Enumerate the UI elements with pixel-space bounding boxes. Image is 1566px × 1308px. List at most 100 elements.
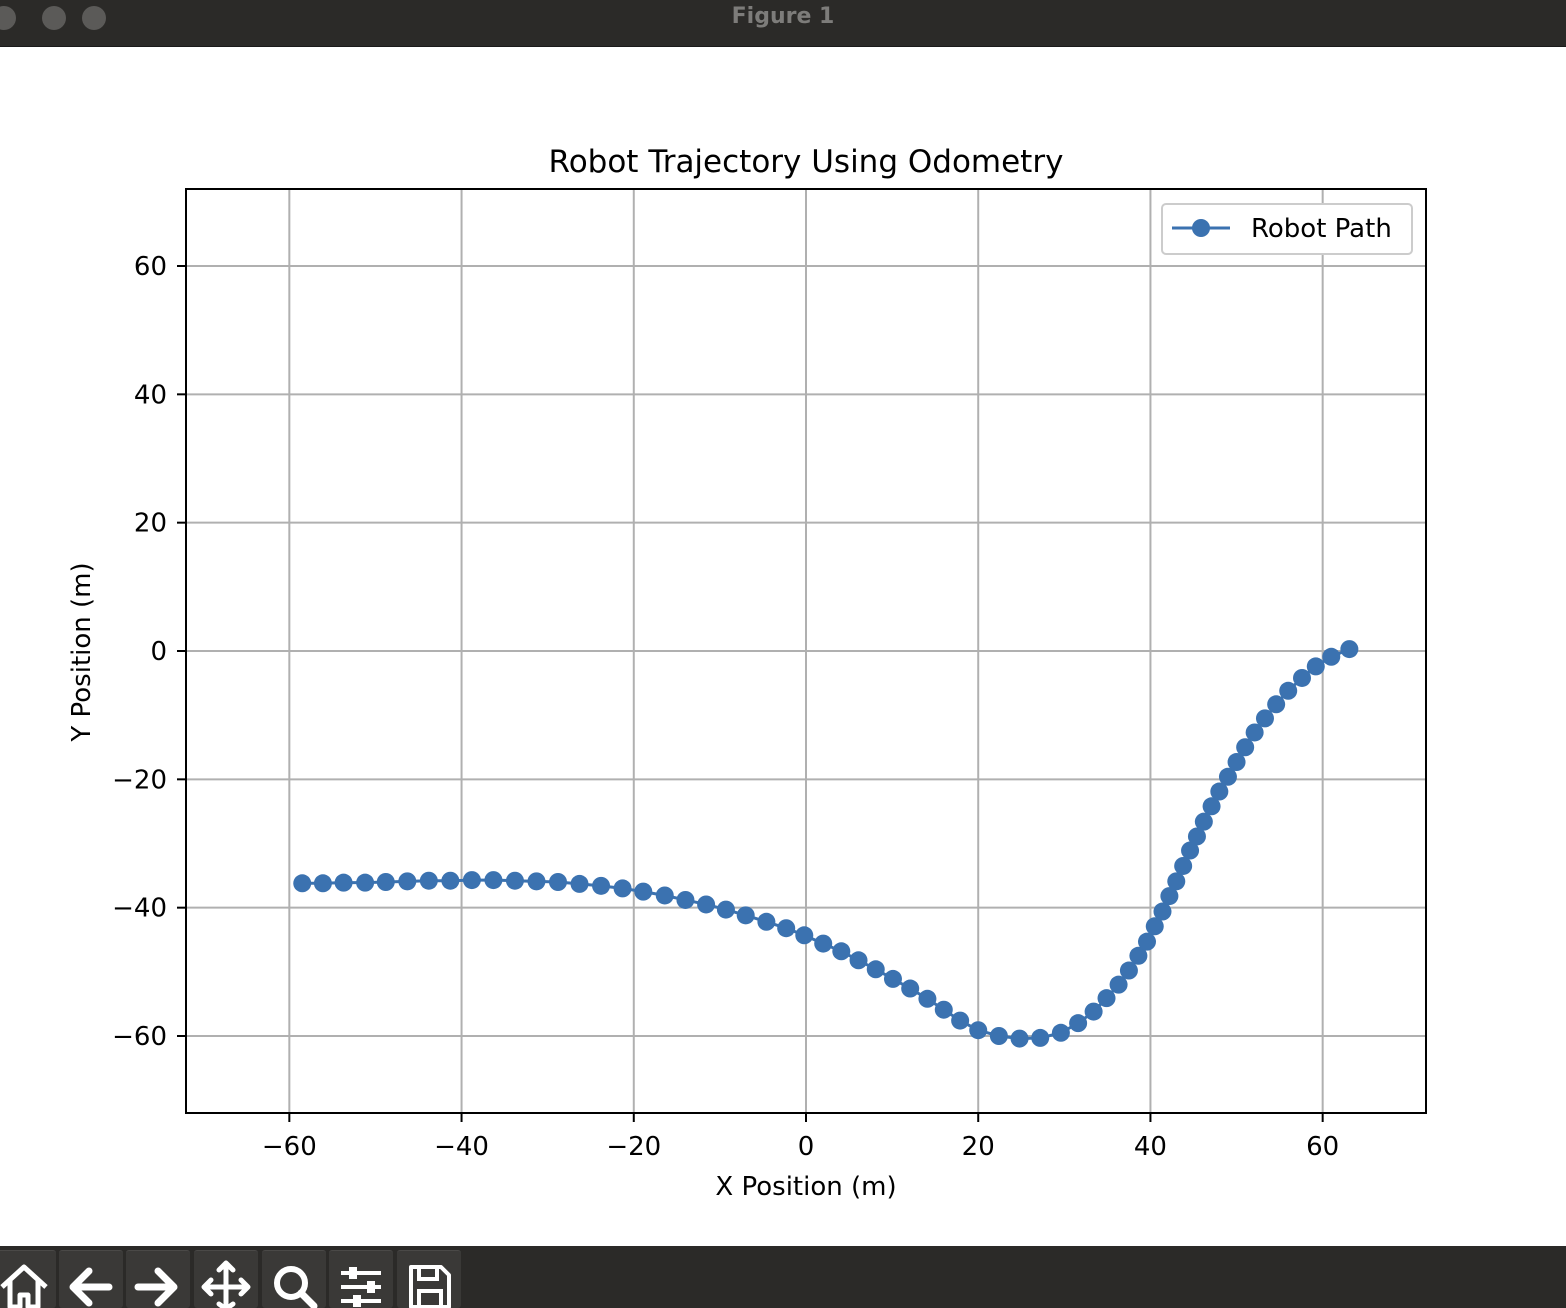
data-point xyxy=(1138,932,1156,951)
minimize-window-button[interactable] xyxy=(42,6,66,30)
data-point xyxy=(1218,767,1237,786)
series-layer xyxy=(293,640,1359,1048)
data-point xyxy=(901,979,920,998)
x-tick-label: −60 xyxy=(262,1132,317,1162)
forward-button[interactable] xyxy=(126,1250,190,1308)
y-tick-label: 40 xyxy=(134,380,167,410)
data-point xyxy=(613,879,632,898)
data-point xyxy=(356,873,375,892)
chart: −60 −40 −20 0 20 40 60 −60 −40 −20 0 20 40 60 Robot T… xyxy=(67,144,1427,1202)
data-point xyxy=(1051,1023,1070,1042)
data-point xyxy=(989,1027,1008,1045)
legend-label-robot-path: Robot Path xyxy=(1251,214,1392,244)
x-tick-label: 20 xyxy=(962,1132,995,1162)
data-point xyxy=(676,890,695,909)
data-point xyxy=(1174,856,1193,875)
ticks: −60 −40 −20 0 20 40 60 −60 −40 −20 0 20 40 60 xyxy=(112,252,1339,1162)
title-bar: Figure 1 xyxy=(0,0,1566,47)
data-point xyxy=(1267,695,1286,714)
navigation-toolbar xyxy=(0,1246,1566,1308)
data-point xyxy=(969,1021,988,1040)
data-point xyxy=(655,886,674,905)
home-icon xyxy=(0,1264,48,1308)
legend-box xyxy=(1161,203,1413,255)
data-point xyxy=(934,1000,953,1019)
data-point xyxy=(484,871,503,890)
y-tick-label: −20 xyxy=(112,765,167,795)
save-button[interactable] xyxy=(397,1250,461,1308)
data-point xyxy=(570,874,589,893)
data-point xyxy=(1167,872,1186,891)
data-point xyxy=(757,912,776,931)
y-tick-label: 60 xyxy=(134,252,167,282)
home-button[interactable] xyxy=(0,1250,56,1308)
y-tick-label: −40 xyxy=(112,894,167,924)
data-point xyxy=(1109,975,1128,994)
data-point xyxy=(1119,961,1138,980)
data-point xyxy=(795,926,814,945)
data-point xyxy=(1031,1028,1050,1047)
data-point xyxy=(1084,1002,1103,1021)
data-point xyxy=(866,960,885,979)
arrow-right-icon xyxy=(134,1267,178,1307)
data-point xyxy=(777,919,796,938)
data-point xyxy=(1160,887,1179,906)
data-point xyxy=(592,876,611,895)
figure-canvas[interactable]: −60 −40 −20 0 20 40 60 −60 −40 −20 0 20 40 60 Robot T… xyxy=(0,47,1566,1246)
arrow-left-icon xyxy=(69,1267,113,1307)
pan-button[interactable] xyxy=(194,1250,258,1308)
move-icon xyxy=(201,1260,251,1308)
close-window-button[interactable] xyxy=(0,6,16,30)
data-point xyxy=(634,882,653,901)
data-point xyxy=(1236,738,1255,757)
data-point xyxy=(527,872,546,891)
data-point xyxy=(1129,946,1148,965)
data-point xyxy=(1293,668,1311,687)
window-title: Figure 1 xyxy=(731,4,835,29)
data-point xyxy=(293,874,312,893)
data-point xyxy=(1322,647,1341,666)
y-tick-label: 0 xyxy=(150,637,167,667)
data-point xyxy=(736,906,755,925)
x-tick-label: −20 xyxy=(606,1132,661,1162)
data-point xyxy=(814,934,833,953)
legend-marker xyxy=(1192,219,1210,237)
x-tick-label: 40 xyxy=(1134,1132,1167,1162)
data-point xyxy=(376,873,395,891)
y-axis-label: Y Position (m) xyxy=(67,562,97,742)
data-point xyxy=(419,871,438,890)
data-point xyxy=(1255,709,1274,728)
data-point xyxy=(398,872,417,891)
data-point xyxy=(1227,753,1246,772)
data-point xyxy=(1279,681,1298,700)
configure-subplots-button[interactable] xyxy=(329,1250,393,1308)
data-point xyxy=(1340,640,1359,659)
data-point xyxy=(1306,657,1325,676)
data-point xyxy=(716,900,735,919)
back-button[interactable] xyxy=(59,1250,123,1308)
data-point xyxy=(1069,1014,1088,1033)
floppy-disk-icon xyxy=(409,1265,451,1308)
data-point xyxy=(1145,917,1164,936)
grid xyxy=(186,189,1426,1113)
data-point xyxy=(883,969,902,988)
data-point xyxy=(313,874,332,893)
y-tick-label: 20 xyxy=(134,509,167,539)
data-point xyxy=(1187,827,1206,846)
x-tick-label: 0 xyxy=(798,1132,815,1162)
data-point xyxy=(505,871,524,890)
legend: Robot Path xyxy=(1161,203,1413,255)
data-point xyxy=(441,871,460,890)
data-point xyxy=(549,873,567,891)
zoom-window-button[interactable] xyxy=(82,6,106,30)
data-point xyxy=(1245,723,1264,742)
x-tick-label: −40 xyxy=(434,1132,489,1162)
data-point xyxy=(951,1011,970,1030)
x-tick-label: 60 xyxy=(1306,1132,1339,1162)
data-point xyxy=(1194,812,1213,831)
data-point xyxy=(334,873,353,892)
zoom-button[interactable] xyxy=(262,1250,326,1308)
data-point xyxy=(1153,902,1172,921)
sliders-icon xyxy=(341,1267,381,1307)
